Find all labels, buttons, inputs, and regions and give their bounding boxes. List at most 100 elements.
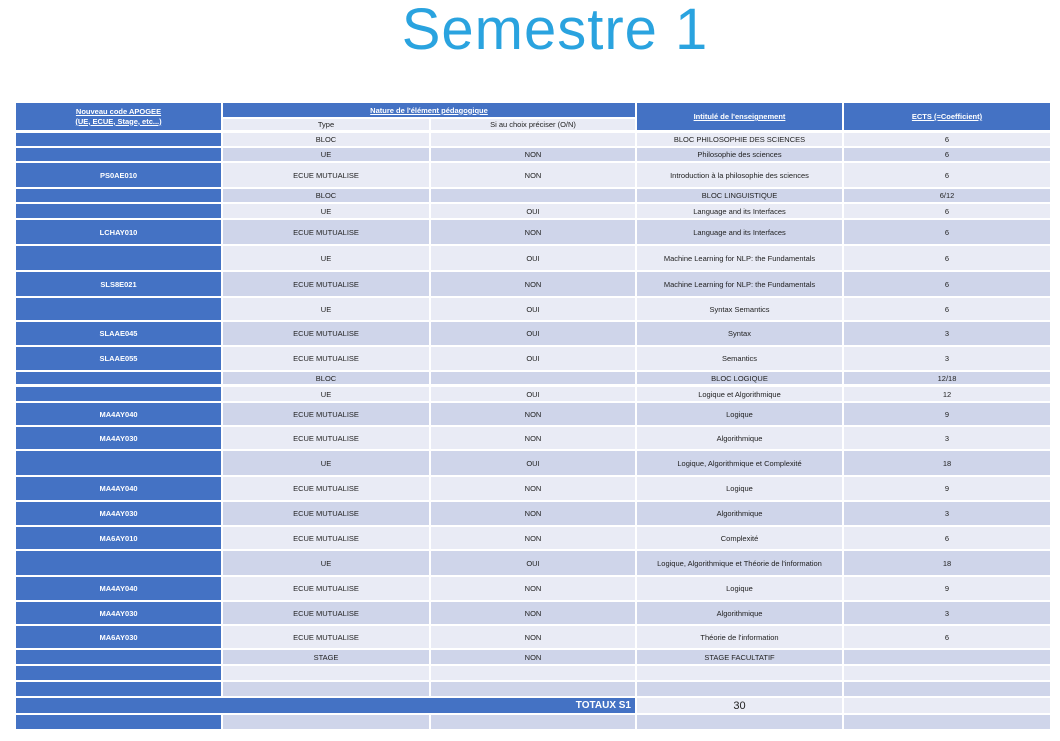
cell-intitule: Machine Learning for NLP: the Fundamenta…	[637, 246, 842, 270]
cell-choix: OUI	[431, 387, 635, 401]
cell-ects: 12/18	[844, 372, 1050, 384]
cell-code: MA4AY040	[16, 403, 221, 425]
cell-ects: 6	[844, 246, 1050, 270]
cell-code: PS0AE010	[16, 163, 221, 187]
cell-ects: 3	[844, 322, 1050, 345]
cell-code: SLAAE045	[16, 322, 221, 345]
cell-intitule: Semantics	[637, 347, 842, 370]
cell-ects: 18	[844, 451, 1050, 475]
cell-code	[16, 372, 221, 384]
cell-code	[16, 246, 221, 270]
cell-intitule: Logique, Algorithmique et Théorie de l'i…	[637, 551, 842, 575]
cell-intitule: Language and its Interfaces	[637, 220, 842, 244]
cell-ects: 6	[844, 148, 1050, 161]
cell-type: ECUE MUTUALISE	[223, 272, 429, 296]
cell-choix: OUI	[431, 204, 635, 218]
table-row: UE OUI Language and its Interfaces 6	[16, 204, 1050, 218]
header-ects: ECTS (=Coefficient)	[844, 103, 1050, 130]
cell-code: MA4AY030	[16, 602, 221, 624]
cell-type: ECUE MUTUALISE	[223, 527, 429, 549]
cell-intitule: BLOC PHILOSOPHIE DES SCIENCES	[637, 133, 842, 146]
cell-type: UE	[223, 451, 429, 475]
table-row: UE OUI Logique, Algorithmique et Théorie d…	[16, 551, 1050, 575]
cell-choix	[431, 682, 635, 696]
cell-intitule: BLOC LINGUISTIQUE	[637, 189, 842, 202]
cell-choix	[431, 189, 635, 202]
cell-choix	[431, 372, 635, 384]
cell-ects: 6	[844, 204, 1050, 218]
cell-code: SLS8E021	[16, 272, 221, 296]
cell-choix: NON	[431, 577, 635, 600]
cell-type: ECUE MUTUALISE	[223, 347, 429, 370]
table-header: Nouveau code APOGEE (UE, ECUE, Stage, et…	[16, 103, 1050, 130]
cell-choix: NON	[431, 502, 635, 525]
cell-choix: NON	[431, 427, 635, 449]
cell-intitule: BLOC LOGIQUE	[637, 372, 842, 384]
table-row: MA6AY010 ECUE MUTUALISE NON Complexité 6	[16, 527, 1050, 549]
cell-choix	[431, 666, 635, 680]
cell-type: UE	[223, 148, 429, 161]
cell-type: BLOC	[223, 189, 429, 202]
table-row: UE OUI Machine Learning for NLP: the Funda…	[16, 246, 1050, 270]
cell-type: ECUE MUTUALISE	[223, 403, 429, 425]
cell-code	[16, 551, 221, 575]
cell-type	[223, 682, 429, 696]
table-row: MA4AY030 ECUE MUTUALISE NON Algorithmique 3	[16, 602, 1050, 624]
cell-choix: NON	[431, 602, 635, 624]
cell-code: MA4AY030	[16, 427, 221, 449]
cell-type: ECUE MUTUALISE	[223, 322, 429, 345]
cell-type: UE	[223, 551, 429, 575]
cell-intitule: Logique, Algorithmique et Complexité	[637, 451, 842, 475]
header-code-line1: Nouveau code APOGEE	[75, 106, 162, 116]
cell-code: SLAAE055	[16, 347, 221, 370]
cell-intitule: Introduction à la philosophie des scienc…	[637, 163, 842, 187]
cell-ects: 6/12	[844, 189, 1050, 202]
cell-intitule: Syntax	[637, 322, 842, 345]
cell-type: ECUE MUTUALISE	[223, 602, 429, 624]
table-row: BLOC BLOC LOGIQUE 12/18	[16, 372, 1050, 384]
cell-choix: NON	[431, 527, 635, 549]
cell-ects: 6	[844, 527, 1050, 549]
cell-empty	[637, 715, 842, 729]
table-row: UE NON Philosophie des sciences 6	[16, 148, 1050, 161]
cell-intitule: Algorithmique	[637, 427, 842, 449]
cell-choix: OUI	[431, 451, 635, 475]
cell-ects: 18	[844, 551, 1050, 575]
table-row: MA4AY030 ECUE MUTUALISE NON Algorithmique 3	[16, 427, 1050, 449]
cell-choix: NON	[431, 220, 635, 244]
cell-type: ECUE MUTUALISE	[223, 477, 429, 500]
header-code-line2: (UE, ECUE, Stage, etc...)	[75, 116, 162, 126]
cell-choix: NON	[431, 272, 635, 296]
cell-code	[16, 682, 221, 696]
cell-choix: NON	[431, 148, 635, 161]
cell-choix: NON	[431, 626, 635, 648]
cell-type: STAGE	[223, 650, 429, 664]
cell-intitule: Algorithmique	[637, 602, 842, 624]
cell-ects: 9	[844, 577, 1050, 600]
cell-intitule: Syntax Semantics	[637, 298, 842, 320]
cell-code	[16, 189, 221, 202]
cell-choix: NON	[431, 163, 635, 187]
cell-ects: 6	[844, 163, 1050, 187]
cell-ects: 6	[844, 133, 1050, 146]
cell-choix: OUI	[431, 246, 635, 270]
cell-ects: 6	[844, 272, 1050, 296]
cell-type: UE	[223, 387, 429, 401]
cell-ects: 3	[844, 502, 1050, 525]
header-intitule: Intitulé de l'enseignement	[637, 103, 842, 130]
cell-type: ECUE MUTUALISE	[223, 626, 429, 648]
cell-code: MA4AY030	[16, 502, 221, 525]
table-row: BLOC BLOC PHILOSOPHIE DES SCIENCES 6	[16, 133, 1050, 146]
totals-ects-empty	[844, 698, 1050, 713]
table-row: BLOC BLOC LINGUISTIQUE 6/12	[16, 189, 1050, 202]
cell-code: LCHAY010	[16, 220, 221, 244]
cell-type: ECUE MUTUALISE	[223, 163, 429, 187]
cell-intitule: Logique	[637, 403, 842, 425]
table-row: SLAAE045 ECUE MUTUALISE OUI Syntax 3	[16, 322, 1050, 345]
table-row	[16, 666, 1050, 680]
cell-intitule: Logique	[637, 577, 842, 600]
cell-ects	[844, 666, 1050, 680]
table-row: PS0AE010 ECUE MUTUALISE NON Introduction à …	[16, 163, 1050, 187]
cell-code	[16, 133, 221, 146]
totals-value: 30	[637, 698, 842, 713]
